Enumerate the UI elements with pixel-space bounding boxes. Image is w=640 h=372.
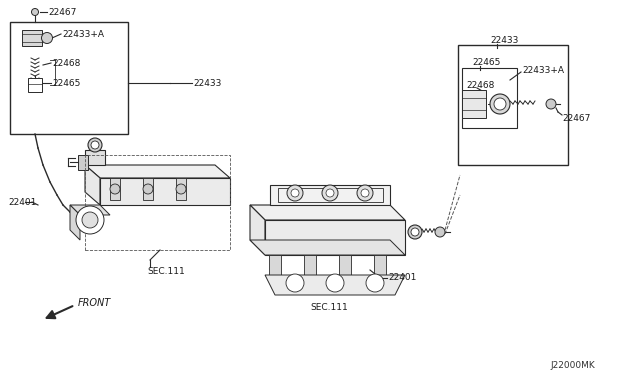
Polygon shape (176, 178, 186, 200)
Polygon shape (85, 165, 230, 178)
Text: 22467: 22467 (562, 113, 590, 122)
Circle shape (357, 185, 373, 201)
Circle shape (286, 274, 304, 292)
Text: 22468: 22468 (52, 58, 81, 67)
Text: 22401: 22401 (388, 273, 417, 282)
Circle shape (326, 274, 344, 292)
Polygon shape (265, 220, 405, 255)
Circle shape (42, 32, 52, 44)
Bar (10, 22, 128, 134)
Polygon shape (85, 150, 105, 165)
Circle shape (494, 98, 506, 110)
Bar (462, 68, 517, 128)
Circle shape (31, 9, 38, 16)
Text: J22000MK: J22000MK (550, 360, 595, 369)
Circle shape (110, 184, 120, 194)
Text: 22433+A: 22433+A (522, 65, 564, 74)
Polygon shape (85, 165, 100, 205)
Polygon shape (78, 155, 88, 170)
Text: 22467: 22467 (48, 7, 76, 16)
Circle shape (88, 138, 102, 152)
Text: SEC.111: SEC.111 (310, 304, 348, 312)
Circle shape (411, 228, 419, 236)
Polygon shape (339, 255, 351, 275)
Text: 22465: 22465 (52, 78, 81, 87)
Circle shape (322, 185, 338, 201)
Circle shape (408, 225, 422, 239)
Text: FRONT: FRONT (78, 298, 111, 308)
Circle shape (91, 141, 99, 149)
Text: 22465: 22465 (472, 58, 500, 67)
Polygon shape (143, 178, 153, 200)
Polygon shape (269, 255, 281, 275)
Polygon shape (22, 30, 42, 46)
Polygon shape (270, 200, 390, 205)
Polygon shape (304, 255, 316, 275)
Text: 22433+A: 22433+A (62, 29, 104, 38)
Circle shape (435, 227, 445, 237)
Polygon shape (265, 275, 405, 295)
Bar (458, 45, 568, 165)
Circle shape (490, 94, 510, 114)
Bar (278, 188, 383, 202)
Text: 22433: 22433 (490, 35, 518, 45)
Polygon shape (462, 90, 486, 118)
Circle shape (361, 189, 369, 197)
Circle shape (287, 185, 303, 201)
Polygon shape (110, 178, 120, 200)
Polygon shape (374, 255, 386, 275)
Text: 22401: 22401 (8, 198, 36, 206)
Polygon shape (100, 178, 230, 205)
Text: 22433: 22433 (193, 78, 221, 87)
Polygon shape (250, 205, 265, 255)
Polygon shape (270, 185, 390, 205)
Polygon shape (70, 205, 80, 240)
Circle shape (82, 212, 98, 228)
Circle shape (326, 189, 334, 197)
Polygon shape (70, 205, 110, 215)
Polygon shape (28, 78, 42, 92)
Bar (85, 155, 230, 250)
Circle shape (366, 274, 384, 292)
Polygon shape (250, 205, 405, 220)
Polygon shape (250, 240, 405, 255)
Circle shape (291, 189, 299, 197)
Circle shape (76, 206, 104, 234)
Circle shape (546, 99, 556, 109)
Circle shape (176, 184, 186, 194)
Text: SEC.111: SEC.111 (147, 267, 185, 276)
Text: 22468: 22468 (466, 80, 494, 90)
Circle shape (143, 184, 153, 194)
